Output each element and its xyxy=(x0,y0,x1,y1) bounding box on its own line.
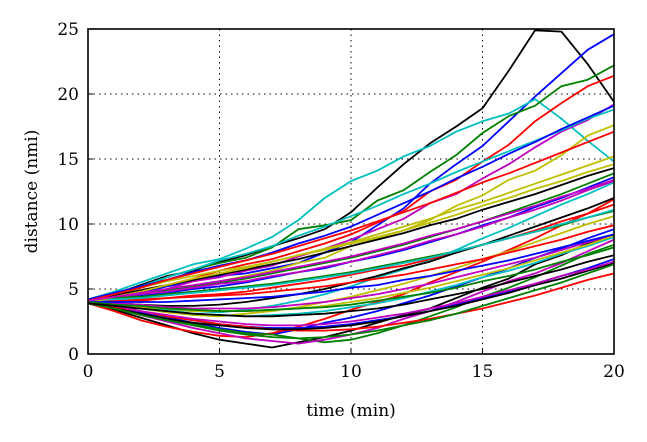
series-line-24 xyxy=(88,262,614,331)
series-line-37 xyxy=(88,246,614,313)
x-tick-label-3: 15 xyxy=(472,362,494,382)
series-line-18 xyxy=(88,180,614,301)
series-line-38 xyxy=(88,254,614,318)
series-line-36 xyxy=(88,130,614,302)
series-line-29 xyxy=(88,224,614,303)
y-tick-label-0: 0 xyxy=(68,345,79,365)
y-tick-label-1: 5 xyxy=(68,280,79,300)
y-axis-title: distance (nmi) xyxy=(22,130,42,254)
series-line-33 xyxy=(88,208,614,302)
x-tick-label-0: 0 xyxy=(83,362,94,382)
series-line-32 xyxy=(88,260,614,327)
series-group xyxy=(88,29,614,349)
x-tick-label-1: 5 xyxy=(214,362,225,382)
y-tick-label-5: 25 xyxy=(57,20,79,40)
x-tick-label-4: 20 xyxy=(603,362,625,382)
series-line-5 xyxy=(88,103,614,305)
ticks xyxy=(87,28,615,355)
y-tick-label-3: 15 xyxy=(57,150,79,170)
series-line-39 xyxy=(88,178,614,302)
series-line-2 xyxy=(88,98,614,301)
series-line-25 xyxy=(88,233,614,310)
series-line-16 xyxy=(88,172,614,302)
series-line-34 xyxy=(88,155,614,305)
series-line-13 xyxy=(88,215,614,318)
x-tick-label-2: 10 xyxy=(340,362,362,382)
series-line-22 xyxy=(88,272,614,332)
x-axis-title: time (min) xyxy=(306,401,396,421)
series-line-26 xyxy=(88,108,614,305)
y-tick-label-4: 20 xyxy=(57,85,79,105)
series-line-9 xyxy=(88,198,614,339)
y-tick-labels: 0 5 10 15 20 25 xyxy=(57,20,79,365)
x-tick-labels: 0 5 10 15 20 xyxy=(83,362,625,382)
series-line-35 xyxy=(88,233,614,303)
y-tick-label-2: 10 xyxy=(57,215,79,235)
series-line-20 xyxy=(88,163,614,302)
series-line-30 xyxy=(88,263,614,340)
